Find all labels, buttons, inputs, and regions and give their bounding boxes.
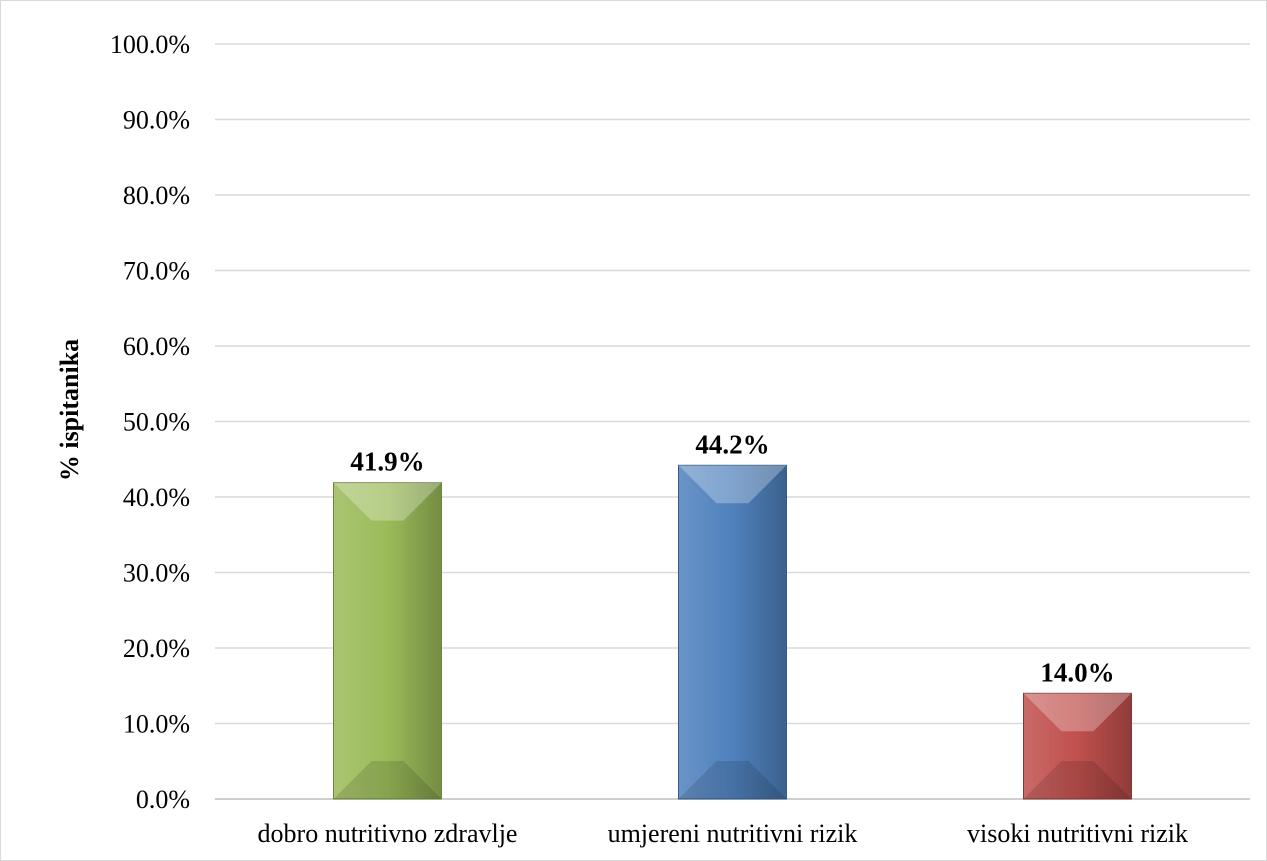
x-axis-categories: dobro nutritivno zdravlje umjereni nutrit… bbox=[258, 819, 1188, 848]
y-tick-label: 60.0% bbox=[123, 332, 190, 361]
y-tick-label: 100.0% bbox=[110, 30, 190, 59]
bar-rect bbox=[678, 464, 787, 800]
y-tick-label: 20.0% bbox=[123, 634, 190, 663]
bar bbox=[333, 482, 442, 800]
bar bbox=[678, 464, 787, 800]
data-label: 14.0% bbox=[1040, 657, 1114, 687]
y-axis-ticks: 0.0% 10.0% 20.0% 30.0% 40.0% 50.0% 60.0% 70.0% 8… bbox=[110, 30, 190, 814]
y-tick-label: 70.0% bbox=[123, 257, 190, 286]
bar-bevel-bottom bbox=[678, 761, 787, 799]
y-tick-label: 10.0% bbox=[123, 710, 190, 739]
x-category-label: visoki nutritivni rizik bbox=[967, 819, 1188, 848]
x-category-label: dobro nutritivno zdravlje bbox=[258, 819, 518, 848]
data-label: 44.2% bbox=[695, 429, 769, 459]
bar-bevel-top bbox=[678, 465, 787, 504]
bar-rect bbox=[1023, 692, 1132, 800]
bar-bevel-top bbox=[333, 482, 442, 521]
x-category-label: umjereni nutritivni rizik bbox=[608, 819, 858, 848]
bar-rect bbox=[333, 482, 442, 800]
bar-bevel-bottom bbox=[1023, 761, 1132, 799]
data-labels: 41.9% 44.2% 14.0% bbox=[350, 429, 1114, 687]
y-tick-label: 90.0% bbox=[123, 106, 190, 135]
y-tick-label: 40.0% bbox=[123, 483, 190, 512]
y-tick-label: 50.0% bbox=[123, 408, 190, 437]
y-tick-label: 30.0% bbox=[123, 559, 190, 588]
bars bbox=[333, 464, 1132, 800]
data-label: 41.9% bbox=[350, 447, 424, 477]
bar bbox=[1023, 692, 1132, 800]
y-tick-label: 80.0% bbox=[123, 181, 190, 210]
bar-bevel-bottom bbox=[333, 761, 442, 799]
y-tick-label: 0.0% bbox=[136, 785, 190, 814]
bar-bevel-top bbox=[1023, 693, 1132, 732]
y-axis-title: % ispitanika bbox=[55, 339, 84, 481]
